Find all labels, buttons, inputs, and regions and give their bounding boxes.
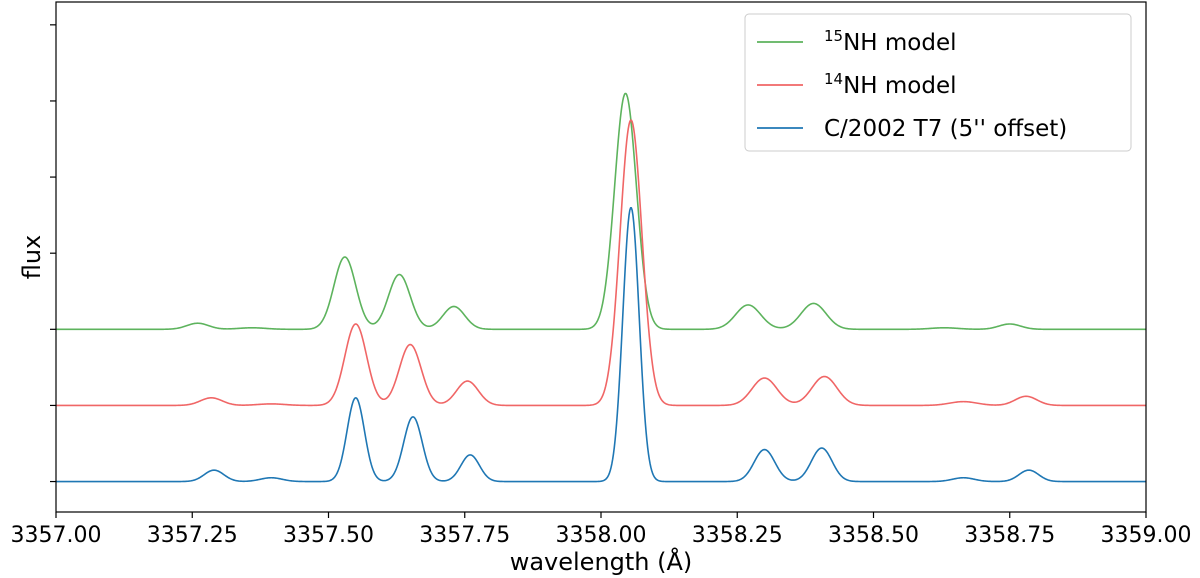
legend-label-main: NH model <box>843 73 956 99</box>
x-tick-label: 3358.50 <box>828 523 919 548</box>
x-axis-ticks: 3357.00 3357.25 3357.50 3357.75 3358.00 3358.… <box>11 512 1192 548</box>
series-line-2 <box>55 207 1147 483</box>
legend-label-2: C/2002 T7 (5'' offset) <box>824 116 1067 142</box>
legend-label-superscript: 15 <box>824 27 843 45</box>
x-tick-label: 3359.00 <box>1101 523 1192 548</box>
legend-box <box>744 13 1132 152</box>
y-axis-label: flux <box>18 235 46 280</box>
legend-label-superscript: 14 <box>824 70 843 88</box>
legend-label-1: 14NH model <box>824 70 957 99</box>
series-lines <box>55 92 1147 483</box>
x-tick-label: 3357.75 <box>419 523 510 548</box>
x-tick-label: 3358.00 <box>556 523 647 548</box>
x-axis-label: wavelength (Å) <box>510 547 693 576</box>
legend-label-main: NH model <box>843 30 956 56</box>
x-tick-label: 3358.25 <box>692 523 783 548</box>
x-tick-label: 3357.00 <box>11 523 102 548</box>
legend-label-0: 15NH model <box>824 27 957 56</box>
series-line-1 <box>55 119 1147 407</box>
x-tick-label: 3357.25 <box>147 523 238 548</box>
x-tick-label: 3358.75 <box>964 523 1055 548</box>
series-line-0 <box>55 92 1147 331</box>
x-tick-label: 3357.50 <box>283 523 374 548</box>
y-axis-ticks <box>50 24 56 483</box>
